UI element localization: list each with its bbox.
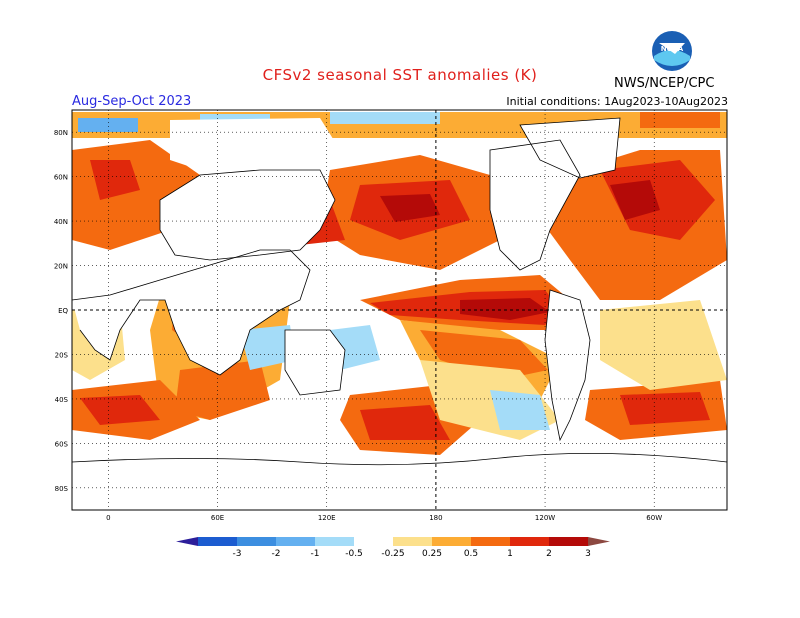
colorbar-label: 3 [585,549,591,559]
lat-tick-label: 80S [55,485,69,493]
anomaly-field [72,110,727,510]
graticule [72,110,727,510]
colorbar-swatch [198,537,238,546]
lon-tick-label: 120W [535,514,555,522]
colorbar-swatch [237,537,277,546]
lat-tick-label: 60S [55,440,69,448]
colorbar: -3 -2 -1 -0.5 -0.25 0.25 0.5 1 2 3 [176,537,610,559]
colorbar-label: 0.5 [464,549,478,559]
coastlines [72,117,727,466]
lon-tick-label: 180 [429,514,442,522]
lat-tick-label: 20N [54,263,68,271]
colorbar-swatch [354,537,394,546]
lon-tick-label: 60W [646,514,662,522]
colorbar-label: -1 [311,549,320,559]
lon-tick-label: 120E [318,514,336,522]
colorbar-min-arrow [176,537,198,546]
colorbar-swatch [549,537,589,546]
colorbar-swatch [510,537,550,546]
axis-ticks: 80N 60N 40N 20N EQ 20S 40S 60S 80S 0 60E 120E 180 120… [54,129,662,522]
lat-tick-label: 20S [55,351,69,359]
colorbar-max-arrow [588,537,610,546]
logo-text: NOAA [661,45,684,53]
lon-tick-label: 0 [106,514,110,522]
colorbar-label: -0.25 [381,549,404,559]
colorbar-swatch [432,537,472,546]
colorbar-swatch [471,537,511,546]
lat-tick-label: 40S [55,396,69,404]
map-title: CFSv2 seasonal SST anomalies (K) [262,66,538,84]
lat-tick-label: 40N [54,218,68,226]
colorbar-label: 0.25 [422,549,442,559]
colorbar-swatch [276,537,316,546]
initial-conditions: Initial conditions: 1Aug2023-10Aug2023 [506,95,728,108]
map-frame [71,109,728,511]
colorbar-swatch [393,537,433,546]
colorbar-label: -2 [272,549,281,559]
agency-label: NWS/NCEP/CPC [614,76,715,91]
lon-tick-label: 60E [211,514,224,522]
colorbar-label: 1 [507,549,513,559]
season-label: Aug-Sep-Oct 2023 [72,94,192,109]
lat-tick-label: 60N [54,174,68,182]
lat-tick-label: 80N [54,129,68,137]
colorbar-swatch [315,537,355,546]
lat-tick-label: EQ [58,307,68,315]
colorbar-label: -0.5 [345,549,363,559]
colorbar-label: -3 [233,549,242,559]
noaa-logo-icon: NOAA [652,31,692,71]
colorbar-label: 2 [546,549,552,559]
